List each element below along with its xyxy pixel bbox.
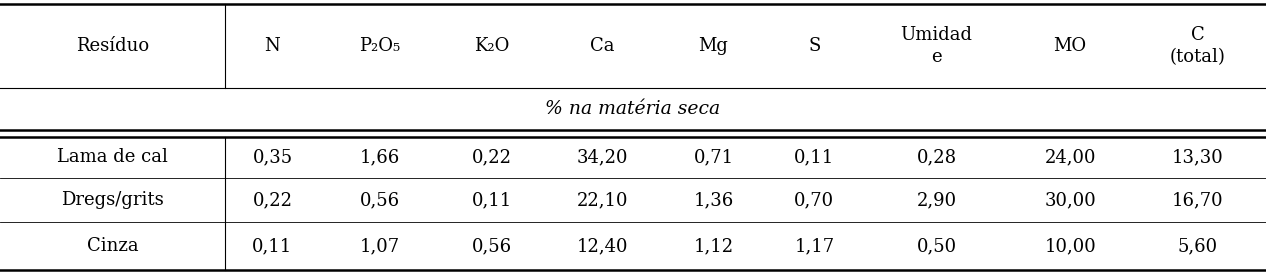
Text: K₂O: K₂O	[475, 37, 509, 55]
Text: Umidad
e: Umidad e	[900, 26, 972, 66]
Text: N: N	[265, 37, 280, 55]
Text: 24,00: 24,00	[1044, 148, 1096, 166]
Text: C
(total): C (total)	[1170, 26, 1225, 66]
Text: 12,40: 12,40	[577, 237, 628, 255]
Text: P₂O₅: P₂O₅	[358, 37, 400, 55]
Text: 0,56: 0,56	[360, 191, 400, 209]
Text: 1,17: 1,17	[794, 237, 834, 255]
Text: Cinza: Cinza	[86, 237, 138, 255]
Text: 0,35: 0,35	[252, 148, 292, 166]
Text: MO: MO	[1053, 37, 1086, 55]
Text: 1,07: 1,07	[360, 237, 400, 255]
Text: Dregs/grits: Dregs/grits	[61, 191, 163, 209]
Text: 0,28: 0,28	[917, 148, 957, 166]
Text: Resíduo: Resíduo	[76, 37, 149, 55]
Text: 0,11: 0,11	[252, 237, 292, 255]
Text: 0,11: 0,11	[794, 148, 834, 166]
Text: 34,20: 34,20	[577, 148, 628, 166]
Text: 0,50: 0,50	[917, 237, 957, 255]
Text: 0,71: 0,71	[694, 148, 733, 166]
Text: 0,56: 0,56	[472, 237, 511, 255]
Text: 0,70: 0,70	[794, 191, 834, 209]
Text: % na matéria seca: % na matéria seca	[546, 100, 720, 118]
Text: S: S	[808, 37, 820, 55]
Text: Ca: Ca	[590, 37, 615, 55]
Text: Mg: Mg	[699, 37, 728, 55]
Text: 2,90: 2,90	[917, 191, 957, 209]
Text: 0,22: 0,22	[252, 191, 292, 209]
Text: 22,10: 22,10	[577, 191, 628, 209]
Text: 1,66: 1,66	[360, 148, 400, 166]
Text: 10,00: 10,00	[1044, 237, 1096, 255]
Text: 30,00: 30,00	[1044, 191, 1096, 209]
Text: 16,70: 16,70	[1172, 191, 1223, 209]
Text: 13,30: 13,30	[1172, 148, 1223, 166]
Text: 0,22: 0,22	[472, 148, 511, 166]
Text: 1,12: 1,12	[694, 237, 733, 255]
Text: 1,36: 1,36	[694, 191, 733, 209]
Text: Lama de cal: Lama de cal	[57, 148, 168, 166]
Text: 5,60: 5,60	[1177, 237, 1218, 255]
Text: 0,11: 0,11	[472, 191, 511, 209]
